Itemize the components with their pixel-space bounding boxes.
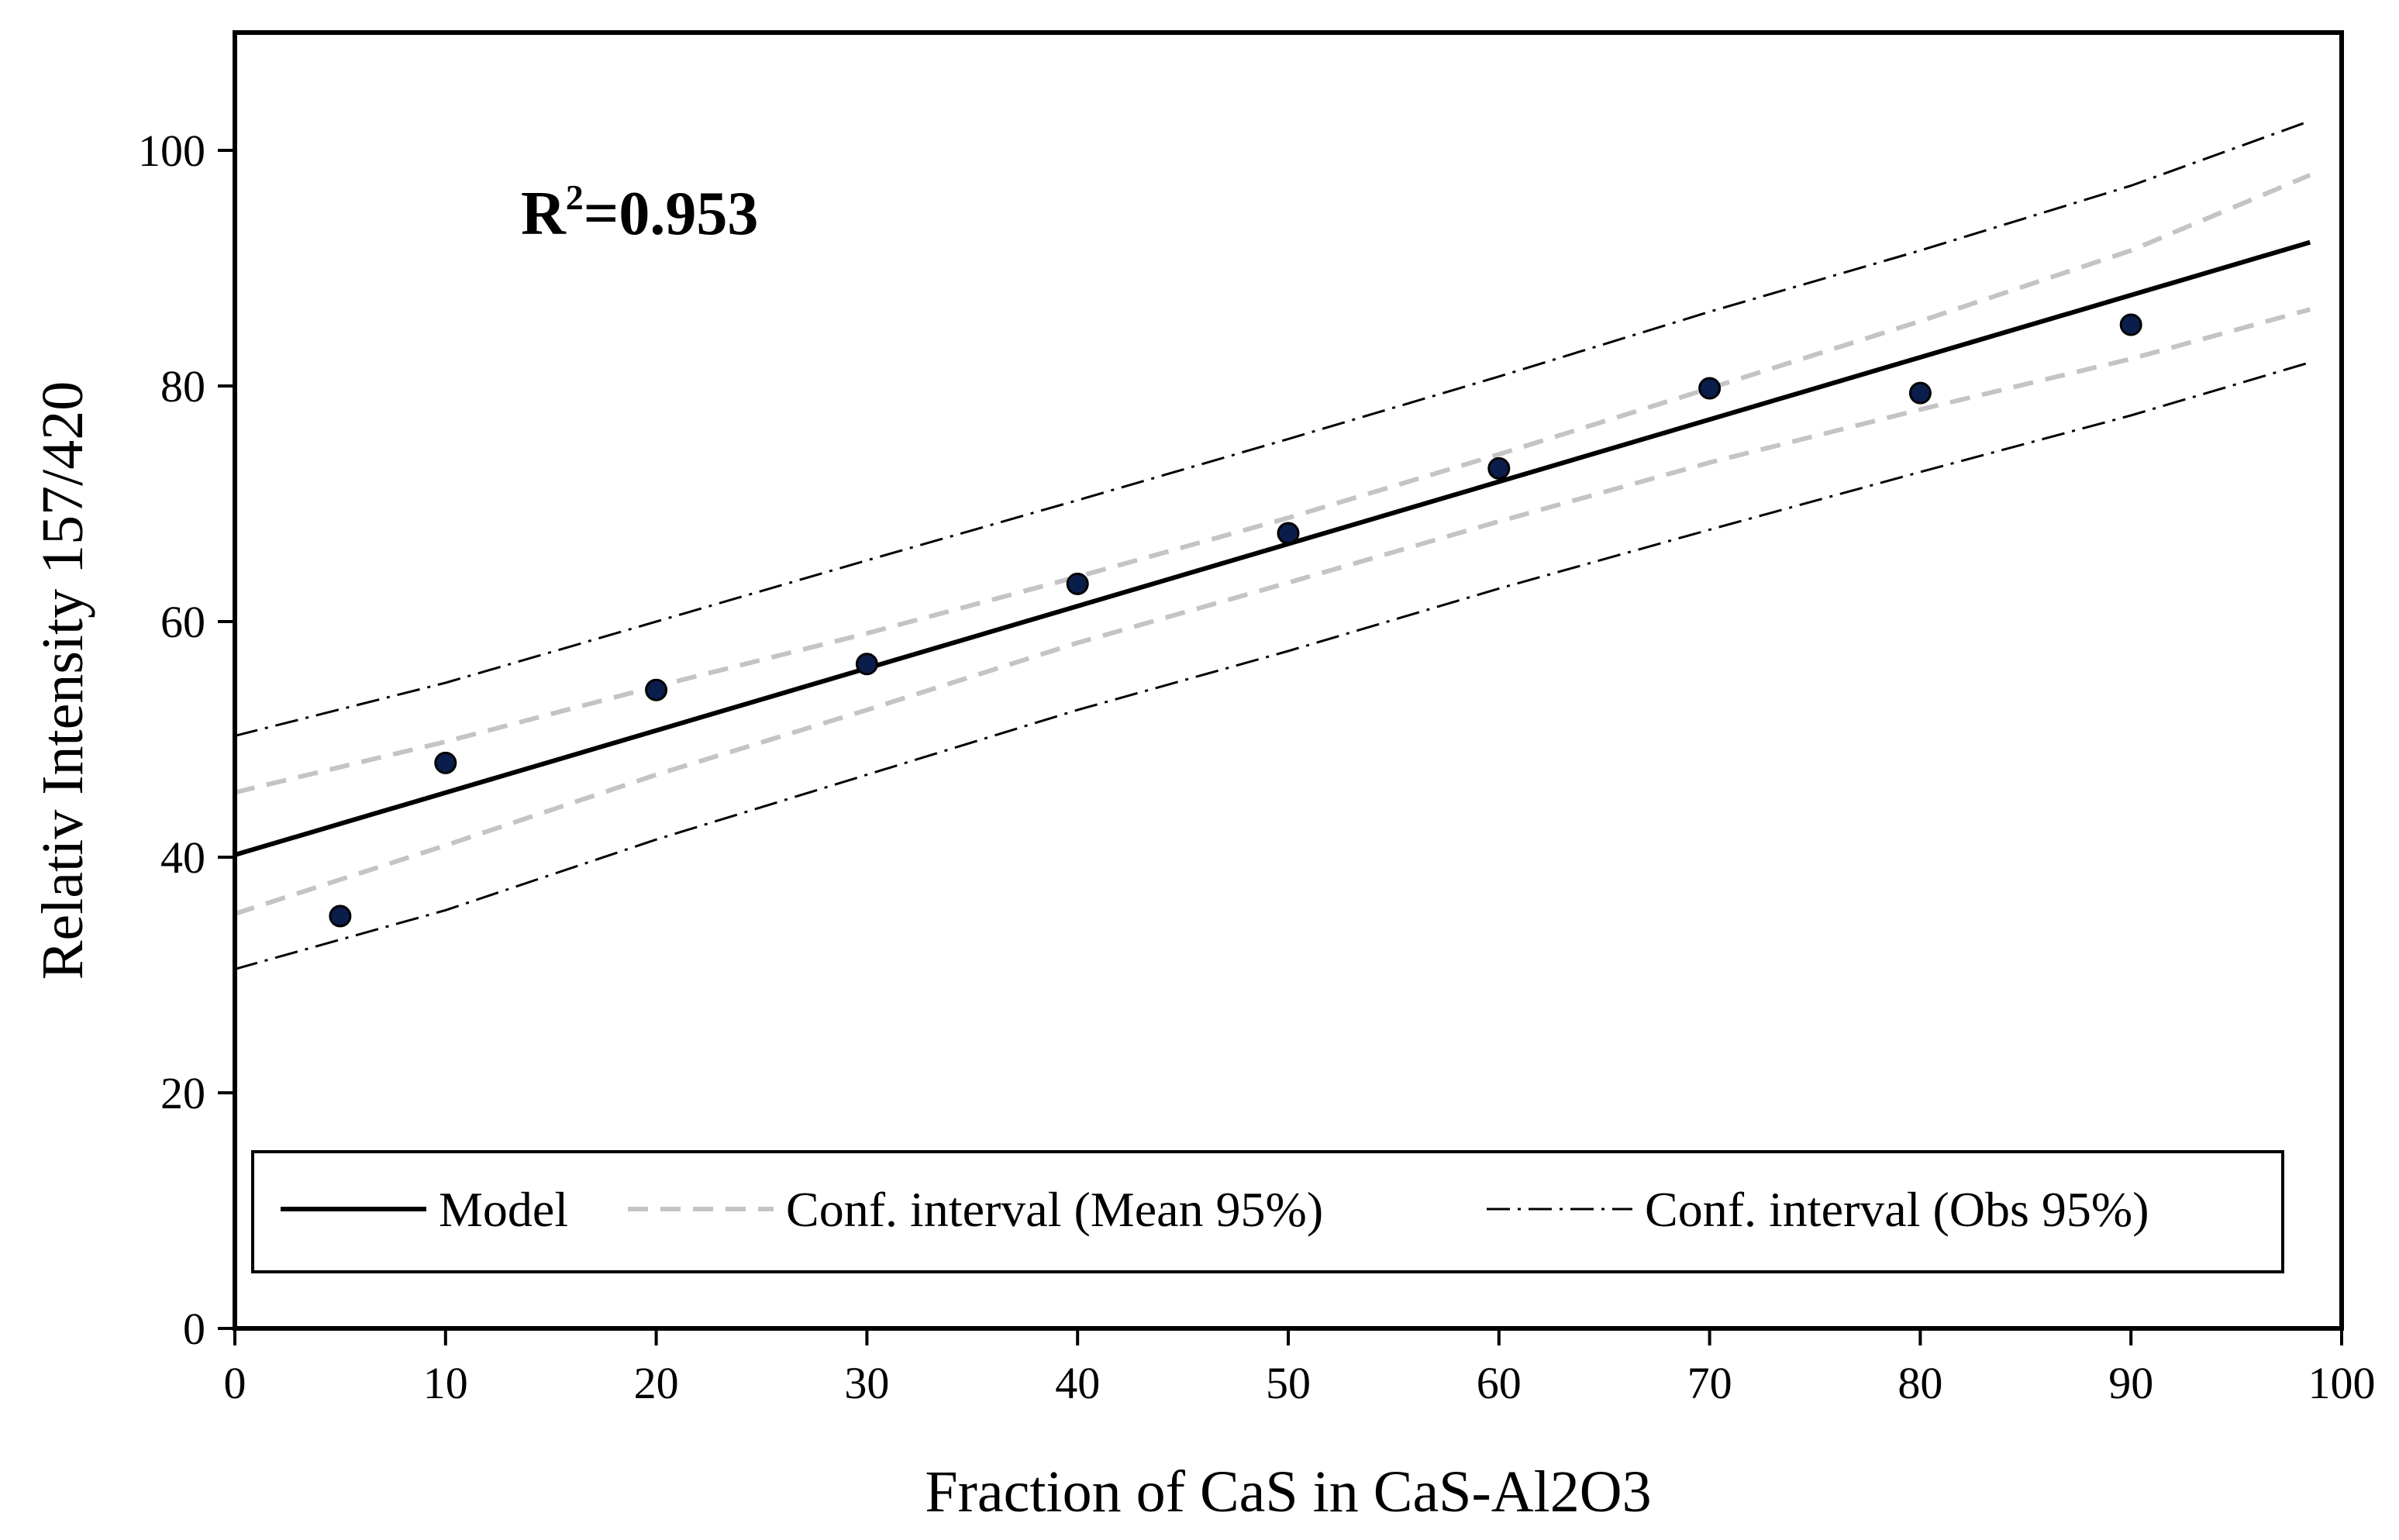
obs-ci-lower-line [234,361,2311,970]
model-line [234,239,2311,857]
mean-ci-upper-line [234,173,2311,795]
x-axis-ticks: 0 10 20 30 40 50 60 70 80 90 100 [224,1328,2376,1408]
x-tick-label: 80 [1897,1358,1942,1408]
legend-label-model: Model [439,1182,568,1237]
x-tick-label: 20 [634,1358,679,1408]
legend-label-mean-ci: Conf. interval (Mean 95%) [786,1182,1323,1237]
data-point [1487,456,1511,480]
y-axis-ticks: 0 20 40 60 80 100 [138,126,235,1354]
y-tick-label: 100 [138,126,205,176]
data-point [1066,572,1089,595]
x-tick-label: 90 [2108,1358,2153,1408]
legend: Model Conf. interval (Mean 95%) Conf. in… [251,1150,2284,1273]
data-point [1908,381,1932,405]
x-axis-title: Fraction of CaS in CaS-Al2O3 [925,1459,1651,1524]
y-tick-label: 20 [160,1068,205,1118]
x-tick-label: 100 [2308,1358,2376,1408]
obs-ci-upper-line [234,119,2311,737]
x-tick-label: 0 [224,1358,246,1408]
y-tick-label: 80 [160,361,205,412]
y-axis-title: Relativ Intensity 157/420 [30,381,95,980]
x-tick-label: 30 [844,1358,889,1408]
mean-ci-lower-line [234,307,2311,916]
data-point [329,904,352,928]
x-tick-label: 70 [1687,1358,1732,1408]
data-point [2119,313,2142,336]
x-tick-label: 40 [1055,1358,1100,1408]
y-tick-label: 0 [183,1304,205,1354]
data-point [1277,522,1300,545]
y-tick-label: 40 [160,832,205,883]
r-squared-annotation: R2=0.953 [521,177,758,248]
x-tick-label: 50 [1266,1358,1311,1408]
y-tick-label: 60 [160,597,205,647]
data-point [1698,377,1722,400]
x-tick-label: 60 [1477,1358,1522,1408]
data-point [645,678,668,701]
plot-points [329,313,2142,928]
data-point [434,751,457,774]
legend-label-obs-ci: Conf. interval (Obs 95%) [1645,1182,2149,1237]
data-point [855,653,878,676]
legend-box [251,1150,2284,1273]
x-tick-label: 10 [423,1358,468,1408]
plot-lines [234,119,2311,970]
